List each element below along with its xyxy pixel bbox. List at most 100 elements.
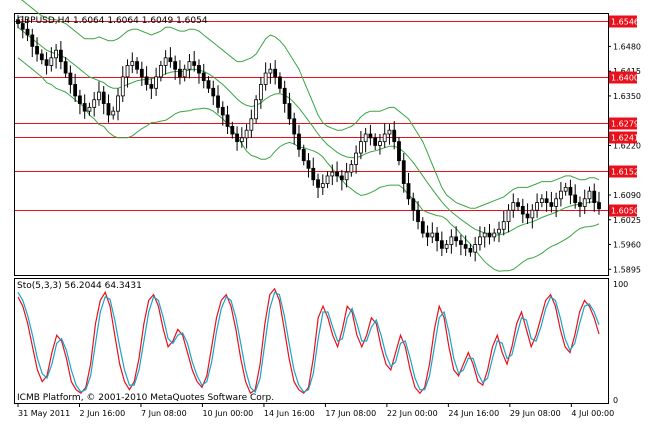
- candle-body: [125, 65, 130, 78]
- candle-body: [573, 194, 578, 204]
- candle-body: [211, 87, 216, 97]
- bollinger-bands: [17, 0, 600, 272]
- candle-body: [306, 160, 311, 169]
- candle-body: [82, 103, 87, 112]
- candle-body: [301, 148, 306, 162]
- price-level-badge: [609, 165, 637, 178]
- candle-body: [320, 183, 325, 188]
- candle-body: [278, 76, 282, 89]
- candle-body: [25, 28, 30, 36]
- symbol-header: GBPUSD,H4 1.6064 1.6064 1.6049 1.6054: [17, 16, 208, 26]
- candle-body: [520, 206, 525, 215]
- candle-body: [568, 186, 573, 196]
- candle-body: [225, 114, 230, 127]
- time-tick-label: 14 Jun 16:00: [264, 409, 315, 418]
- candle-body: [111, 110, 116, 116]
- level-badges: 1.6546 1.6400 1.6279 1.6241 1.6152 1.6050: [609, 15, 639, 217]
- price-tick-label: 1.6220: [613, 141, 641, 150]
- stochastic-lines: [17, 287, 600, 395]
- candle-body: [549, 202, 554, 207]
- candle-body: [30, 34, 35, 47]
- price-level-label: 1.6400: [611, 74, 639, 83]
- candle-body: [458, 240, 463, 245]
- time-tick-label: 31 May 2011: [18, 409, 70, 418]
- candle-body: [68, 72, 73, 85]
- candle-body: [44, 59, 49, 66]
- candle-body: [482, 232, 487, 238]
- bollinger-upper-line: [21, 0, 600, 209]
- candle-body: [292, 118, 297, 135]
- stochastic-label: Sto(5,3,3) 56.2044 64.3431: [17, 281, 142, 291]
- candle-body: [378, 141, 382, 146]
- candle-body: [587, 190, 592, 200]
- price-tick-label: 1.6090: [613, 191, 641, 200]
- candle-body: [411, 198, 416, 211]
- candle-body: [478, 236, 482, 245]
- stochastic-tick-label: 0: [613, 396, 618, 405]
- candle-body: [16, 19, 20, 24]
- candle-body: [425, 232, 430, 238]
- candle-body: [358, 141, 363, 154]
- time-tick-label: 2 Jun 16:00: [79, 409, 125, 418]
- candle-body: [397, 141, 401, 162]
- copyright-text: ICMB Platform, © 2001-2010 MetaQuotes So…: [17, 393, 274, 403]
- candle-body: [178, 68, 182, 78]
- time-tick-label: 22 Jun 00:00: [387, 409, 438, 418]
- candle-body: [544, 198, 549, 204]
- candle-body: [282, 87, 287, 104]
- candle-body: [454, 236, 459, 242]
- candle-body: [92, 99, 97, 108]
- candle-body: [163, 57, 168, 66]
- candle-body: [116, 95, 120, 112]
- candle-body: [416, 209, 420, 223]
- candle-body: [444, 244, 449, 249]
- candle-body: [439, 240, 444, 249]
- candle-body: [263, 72, 268, 85]
- price-level-label: 1.6546: [611, 18, 639, 27]
- candle-body: [392, 129, 397, 143]
- candle-body: [106, 103, 111, 116]
- candle-body: [130, 61, 135, 66]
- candle-body: [506, 209, 511, 223]
- candle-body: [244, 129, 249, 139]
- candle-body: [311, 167, 316, 181]
- candle-body: [435, 232, 439, 242]
- candle-body: [325, 175, 330, 184]
- candle-body: [420, 221, 425, 234]
- candle-body: [258, 84, 263, 101]
- time-tick-label: 24 Jun 16:00: [448, 409, 499, 418]
- candle-body: [35, 45, 39, 55]
- candle-body: [249, 118, 254, 131]
- price-level-badge: [609, 117, 637, 130]
- candle-body: [39, 53, 44, 61]
- candle-body: [344, 171, 349, 181]
- candle-body: [101, 91, 106, 104]
- candle-body: [139, 68, 144, 78]
- time-axis: 31 May 2011 2 Jun 16:00 7 Jun 08:00 10 Jun …: [17, 404, 614, 418]
- price-tick-label: 1.6350: [613, 92, 641, 101]
- candle-body: [368, 133, 373, 139]
- stochastic-main-line: [17, 287, 600, 395]
- candle-body: [287, 103, 292, 120]
- candle-body: [154, 76, 159, 89]
- main-plot-frame: [14, 13, 609, 276]
- candles: [16, 15, 601, 262]
- candle-body: [387, 129, 392, 135]
- candle-body: [187, 61, 192, 70]
- candle-body: [559, 190, 563, 200]
- candle-body: [230, 126, 235, 135]
- candle-body: [20, 23, 25, 30]
- candle-body: [511, 202, 516, 211]
- time-tick-label: 29 Jun 08:00: [510, 409, 561, 418]
- candle-body: [206, 80, 211, 89]
- candle-body: [149, 84, 154, 89]
- time-tick-label: 10 Jun 00:00: [202, 409, 253, 418]
- candle-body: [173, 61, 178, 70]
- price-level-badge: [609, 15, 637, 28]
- time-tick-label: 17 Jun 08:00: [325, 409, 376, 418]
- candle-body: [78, 95, 82, 104]
- candle-body: [592, 190, 597, 204]
- stochastic-axis: 100 0: [613, 280, 628, 405]
